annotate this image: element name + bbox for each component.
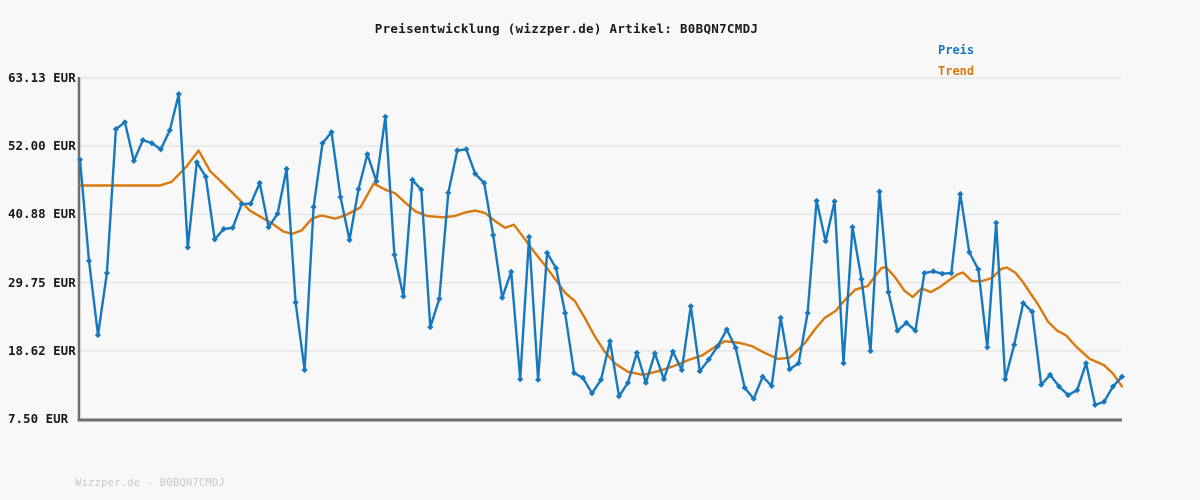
y-axis-tick-label: 63.13 EUR [8,70,76,85]
legend: Preis Trend [938,40,974,82]
y-axis-tick-label: 40.88 EUR [8,206,76,222]
chart-title: Preisentwicklung (wizzper.de) Artikel: B… [374,21,759,36]
watermark: Wizzper.de - B0BQN7CMDJ [75,477,225,489]
y-axis-tick-label: 52.00 EUR [8,138,76,154]
price-line [78,92,1124,407]
legend-item-trend: Trend [938,64,975,78]
y-axis-tick-label: 29.75 EUR [8,274,76,290]
y-axis-tick-label: 7.50 EUR [8,411,69,426]
y-axis-tick-label: 18.62 EUR [8,342,76,358]
legend-item-preis: Preis [938,43,975,57]
